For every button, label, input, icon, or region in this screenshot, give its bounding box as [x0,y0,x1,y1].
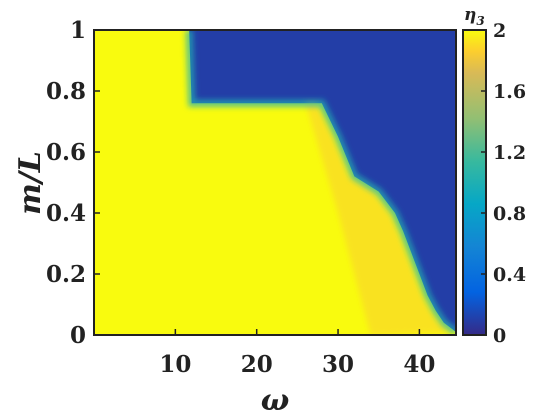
heatmap-intermediate-region [305,103,452,335]
colorbar-tick-label: 0 [493,325,506,347]
colorbar-tick-label: 0.4 [493,264,526,286]
x-axis-ticks: 10 20 30 40 [159,329,435,378]
y-tick-label: 0.6 [46,139,86,166]
y-axis-label: m/L [13,151,48,215]
colorbar-label: η3 [464,5,485,28]
heatmap-plot-area [94,30,456,335]
y-tick-label: 0.2 [46,261,86,288]
colorbar-label-subscript: 3 [476,14,484,28]
colorbar: 0 0.4 0.8 1.2 1.6 2 η3 [462,5,526,347]
x-tick-label: 10 [159,351,191,378]
colorbar-tick-label: 0.8 [493,203,526,225]
x-tick-label: 30 [322,351,354,378]
colorbar-ticks: 0 0.4 0.8 1.2 1.6 2 [481,20,526,347]
colorbar-tick-label: 2 [493,20,506,42]
x-tick-label: 20 [241,351,273,378]
y-tick-label: 0 [70,322,86,349]
colorbar-tick-label: 1.2 [493,142,526,164]
x-tick-label: 40 [403,351,435,378]
y-tick-label: 0.4 [46,200,86,227]
y-tick-label: 0.8 [46,78,86,105]
y-tick-label: 1 [70,17,86,44]
x-axis-label: ω [261,383,290,418]
colorbar-tick-label: 1.6 [493,81,526,103]
colorbar-gradient [462,29,487,336]
plot-frame [93,29,457,336]
heatmap-transition-band [185,30,456,335]
y-axis-ticks: 0 0.2 0.4 0.6 0.8 1 [46,17,100,349]
colorbar-label-base: η [464,5,476,25]
heatmap-low-region [94,30,456,332]
